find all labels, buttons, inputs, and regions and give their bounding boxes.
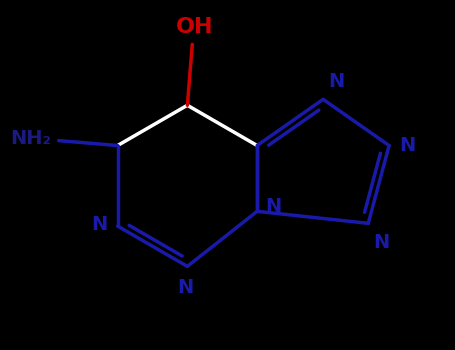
Text: N: N	[373, 233, 389, 252]
Text: N: N	[399, 136, 415, 155]
Text: N: N	[328, 72, 344, 91]
Text: OH: OH	[176, 18, 213, 37]
Text: N: N	[91, 215, 108, 233]
Text: N: N	[177, 278, 193, 297]
Text: NH₂: NH₂	[10, 129, 51, 148]
Text: N: N	[265, 197, 281, 216]
